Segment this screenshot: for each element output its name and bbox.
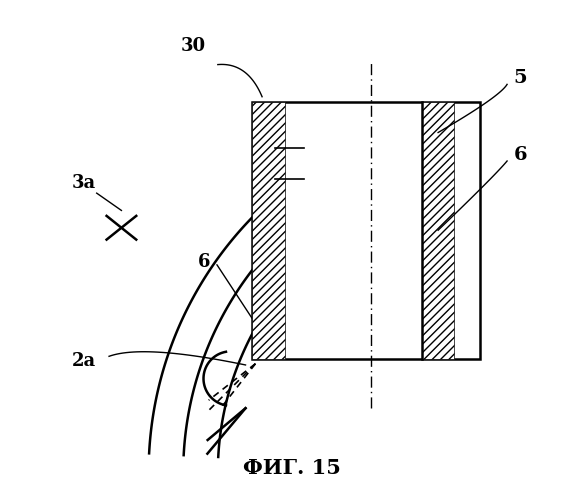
- Text: 3а: 3а: [72, 174, 96, 192]
- Text: 30: 30: [180, 36, 206, 54]
- Text: 5: 5: [513, 69, 527, 87]
- Bar: [252, 102, 284, 359]
- Text: 6: 6: [198, 254, 210, 272]
- Text: ФИГ. 15: ФИГ. 15: [243, 458, 341, 477]
- Text: 6: 6: [513, 146, 527, 164]
- Bar: [422, 102, 454, 359]
- Text: 2а: 2а: [72, 352, 96, 370]
- Bar: [252, 102, 480, 359]
